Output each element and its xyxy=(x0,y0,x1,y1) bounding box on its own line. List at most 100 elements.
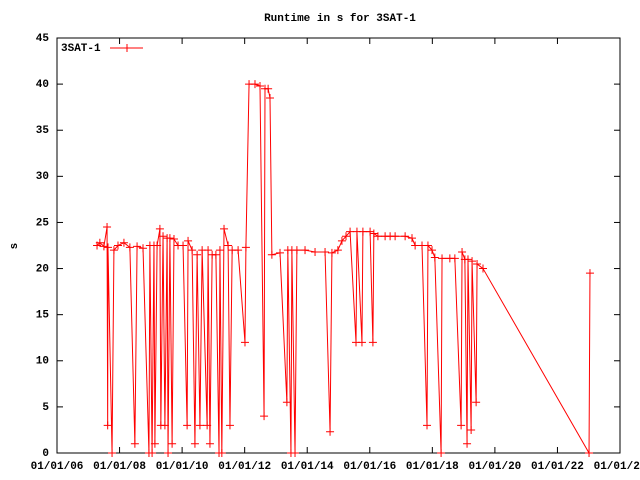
point-marker xyxy=(240,338,249,347)
plot-frame xyxy=(56,37,621,454)
point-marker xyxy=(438,254,447,263)
point-marker xyxy=(125,243,134,252)
point-marker xyxy=(457,421,466,430)
y-tick-label: 10 xyxy=(36,356,49,368)
x-tick-label: 01/01/06 xyxy=(31,461,84,473)
point-marker xyxy=(225,421,234,430)
point-marker xyxy=(369,229,378,238)
point-marker xyxy=(164,449,173,457)
y-tick-label: 20 xyxy=(36,263,49,275)
x-tick-label: 01/01/20 xyxy=(468,461,521,473)
point-marker xyxy=(430,253,439,262)
point-marker xyxy=(585,269,594,278)
point-marker xyxy=(160,421,169,430)
point-marker xyxy=(463,439,472,448)
point-marker xyxy=(260,412,269,421)
point-marker xyxy=(99,242,108,251)
point-marker xyxy=(423,241,432,250)
point-marker xyxy=(472,398,481,407)
point-marker xyxy=(276,248,285,257)
point-marker xyxy=(150,439,159,448)
point-marker xyxy=(217,449,226,457)
point-marker xyxy=(255,81,264,90)
x-tick-label: 01/01/24 xyxy=(594,461,640,473)
point-marker xyxy=(204,246,213,255)
y-tick-label: 40 xyxy=(36,79,49,91)
point-marker xyxy=(234,246,243,255)
point-marker xyxy=(468,257,477,266)
point-marker xyxy=(119,238,128,247)
chart-title: Runtime in s for 3SAT-1 xyxy=(264,13,416,25)
point-marker xyxy=(224,241,233,250)
point-marker xyxy=(190,439,199,448)
y-tick-label: 30 xyxy=(36,171,49,183)
point-marker xyxy=(155,224,164,233)
point-marker xyxy=(326,427,335,436)
point-marker xyxy=(153,241,162,250)
series-line xyxy=(96,83,591,455)
legend-label: 3SAT-1 xyxy=(61,43,101,55)
point-marker xyxy=(292,246,301,255)
x-tick-label: 01/01/14 xyxy=(281,461,334,473)
point-marker xyxy=(103,223,112,232)
x-tick-label: 01/01/22 xyxy=(531,461,584,473)
point-marker xyxy=(357,338,366,347)
point-marker xyxy=(139,244,148,253)
y-tick-label: 35 xyxy=(36,125,50,137)
point-marker xyxy=(458,247,467,256)
point-marker xyxy=(95,238,104,247)
x-tick-label: 01/01/16 xyxy=(343,461,396,473)
point-marker xyxy=(437,449,446,457)
point-marker xyxy=(291,449,300,457)
point-marker xyxy=(165,234,174,243)
legend-marker xyxy=(123,44,131,52)
point-marker xyxy=(103,243,112,252)
point-marker xyxy=(479,264,488,273)
point-marker xyxy=(408,234,417,243)
point-marker xyxy=(195,421,204,430)
point-marker xyxy=(366,227,375,236)
point-marker xyxy=(368,338,377,347)
point-marker xyxy=(282,398,291,407)
point-marker xyxy=(342,232,351,241)
point-marker xyxy=(148,449,157,457)
point-marker xyxy=(188,246,197,255)
point-marker xyxy=(159,232,168,241)
point-marker xyxy=(168,439,177,448)
point-marker xyxy=(585,449,594,457)
point-marker xyxy=(266,93,275,102)
point-marker xyxy=(183,421,192,430)
point-marker xyxy=(321,247,330,256)
y-tick-label: 0 xyxy=(42,448,49,460)
point-marker xyxy=(423,421,432,430)
point-marker xyxy=(337,236,346,245)
point-marker xyxy=(358,227,367,236)
point-marker xyxy=(215,246,224,255)
point-marker xyxy=(250,80,259,89)
x-tick-label: 01/01/08 xyxy=(93,461,146,473)
point-marker xyxy=(301,246,310,255)
point-marker xyxy=(133,242,142,251)
point-marker xyxy=(241,243,250,252)
x-tick-label: 01/01/18 xyxy=(406,461,459,473)
point-marker xyxy=(109,246,118,255)
point-marker xyxy=(373,232,382,241)
point-marker xyxy=(203,421,212,430)
point-marker xyxy=(428,246,437,255)
point-marker xyxy=(113,241,122,250)
point-marker xyxy=(391,232,400,241)
point-marker xyxy=(184,236,193,245)
point-marker xyxy=(179,241,188,250)
point-marker xyxy=(463,255,472,264)
point-marker xyxy=(211,250,220,259)
point-marker xyxy=(411,241,420,250)
point-marker xyxy=(467,425,476,434)
y-tick-label: 15 xyxy=(36,310,50,322)
y-tick-label: 5 xyxy=(42,402,49,414)
y-tick-label: 25 xyxy=(36,217,50,229)
point-marker xyxy=(473,259,482,268)
point-marker xyxy=(333,246,342,255)
y-axis-label: s xyxy=(9,243,21,250)
point-marker xyxy=(327,248,336,257)
